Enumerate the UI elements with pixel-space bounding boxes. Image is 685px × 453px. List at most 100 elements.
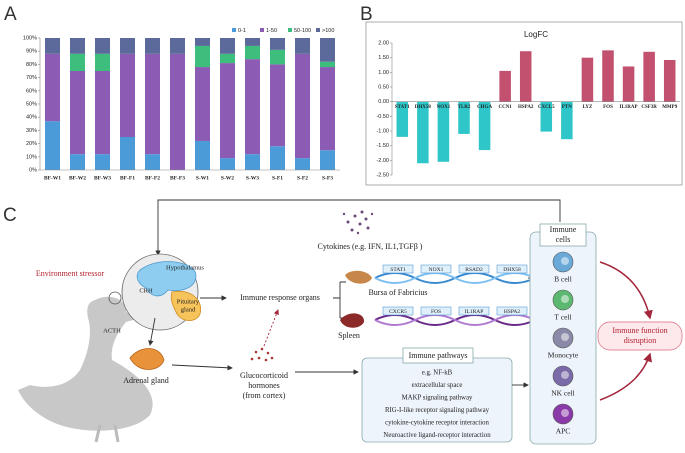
bar-segment — [320, 150, 335, 170]
cell-label: T cell — [554, 313, 571, 322]
pathway-item: Neuroactive ligand-receptor interaction — [383, 432, 491, 439]
bar — [437, 101, 450, 162]
cells-header — [539, 223, 587, 247]
legend-label: 50-100 — [294, 28, 311, 34]
bar-segment — [45, 121, 60, 170]
bar — [417, 101, 429, 164]
organs-label: Immune response organs — [240, 293, 320, 302]
bar-segment — [70, 38, 85, 54]
pathways-header — [402, 347, 474, 364]
legend-swatch — [232, 28, 236, 32]
cell-nucleus — [561, 257, 569, 265]
y-tick-label: 10% — [26, 154, 37, 160]
gene-tag — [420, 306, 452, 316]
x-tick-label: S-F1 — [272, 175, 283, 181]
x-tick-label: BF-F2 — [145, 175, 160, 181]
bar — [663, 60, 676, 102]
x-tick-label: S-W2 — [221, 175, 234, 181]
gene-tag — [458, 306, 490, 316]
bar-segment — [170, 53, 185, 171]
x-tick-label: IL1RAP — [620, 105, 638, 110]
y-tick-label: -1.00 — [376, 128, 389, 134]
arrow — [263, 309, 279, 347]
bar-segment — [70, 71, 85, 155]
bar-segment — [220, 53, 235, 64]
pituitary-label: gland — [181, 306, 196, 313]
bracket — [333, 281, 346, 319]
x-tick-label: CSF3R — [641, 105, 657, 110]
bar-segment — [70, 53, 85, 71]
duck — [18, 296, 153, 431]
bar-segment — [220, 63, 235, 159]
bar-segment — [245, 38, 260, 46]
arrow — [155, 199, 561, 256]
bar-segment — [145, 154, 160, 170]
x-tick-label: BF-W3 — [94, 175, 111, 181]
bar-segment — [120, 137, 135, 170]
bar-segment — [245, 45, 260, 60]
arrow — [599, 261, 653, 320]
arrow — [171, 364, 233, 371]
x-tick-label: NOX1 — [437, 105, 451, 110]
bar-segment — [95, 38, 110, 54]
y-tick-label: 2.00 — [378, 40, 389, 46]
bar — [602, 50, 614, 102]
bar — [458, 101, 470, 134]
gene-label: NOX1 — [429, 267, 444, 273]
cytokine-icon — [342, 210, 374, 235]
x-tick-label: S-W1 — [196, 175, 209, 181]
gene-labels: STAT1 NOX1 RSAD2 DHX58 CXCR5 FOS IL1RAP HSPA2 — [382, 264, 528, 316]
x-tick-label: TLR2 — [458, 105, 471, 110]
arrow — [599, 352, 652, 401]
bar-segment — [145, 53, 160, 155]
spleen-icon — [340, 313, 365, 328]
x-tick-label: S-F3 — [322, 175, 333, 181]
gene-tag — [382, 264, 414, 274]
pituitary-icon — [170, 290, 202, 321]
x-tick-label: BF-W1 — [44, 175, 61, 181]
legend-label: >100 — [322, 28, 334, 34]
x-tick-label: CHGA — [477, 105, 492, 110]
bar-segment — [270, 64, 285, 147]
gene-label: FOS — [431, 309, 441, 315]
cell-label: APC — [556, 427, 571, 436]
y-tick-label: -2.50 — [376, 172, 389, 178]
bar-segment — [295, 158, 310, 170]
bar — [540, 101, 553, 132]
pathways-title: Immune pathways — [409, 351, 468, 360]
cytokines-label: Cytokines (e.g. IFN, IL1,TGFβ ) — [318, 242, 423, 251]
legend-label: 0-1 — [238, 28, 246, 34]
bar-segment — [195, 67, 210, 141]
x-tick-label: MMP9 — [662, 105, 677, 110]
bar-segment — [295, 53, 310, 159]
pathway-list: e.g. NF-kB extracellular space MAKP signal… — [383, 370, 491, 440]
stressor-label: Environment stressor — [36, 269, 105, 278]
diagram: C Cytokines (e.g. IFN, IL1,TGFβ ) Enviro… — [3, 199, 683, 445]
legend-swatch — [260, 28, 264, 32]
bar-segment — [45, 53, 60, 122]
bar-segment — [270, 146, 285, 170]
y-tick-label: 100% — [23, 35, 37, 41]
x-tick-label: CCN1 — [498, 105, 512, 110]
gene-tag — [496, 306, 528, 316]
x-tick-label: BF-F1 — [120, 175, 135, 181]
panel-frame — [365, 21, 683, 186]
x-tick-label: LYZ — [583, 105, 593, 110]
y-tick-label: 0% — [29, 167, 37, 173]
x-tick-label: FOS — [603, 105, 613, 110]
cell-label: B cell — [554, 275, 572, 284]
x-tick-label: DHX58 — [415, 105, 432, 110]
y-tick-label: 60% — [26, 88, 37, 94]
cell-nucleus — [561, 333, 569, 341]
bar-segment — [270, 49, 285, 65]
y-tick-label: -0.50 — [376, 114, 389, 120]
pituitary-label: Pituitary — [177, 298, 200, 305]
chart-title: LogFC — [524, 30, 548, 39]
bar-segment — [245, 59, 260, 155]
bar-segment — [120, 38, 135, 54]
cell-label: NK cell — [551, 389, 575, 398]
bursa-label: Bursa of Fabricius — [368, 288, 427, 297]
legend-swatch — [288, 28, 292, 32]
bar-segment — [270, 38, 285, 50]
